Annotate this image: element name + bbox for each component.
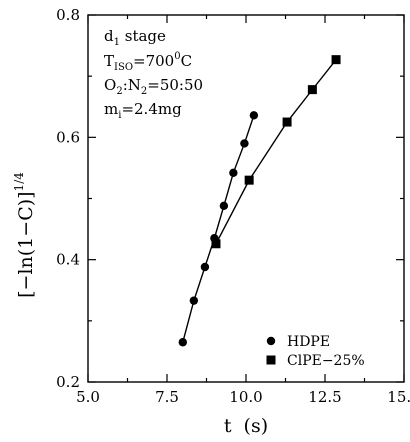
data-point: [189, 296, 199, 305]
data-point: [200, 262, 210, 272]
legend-marker-clpe: [266, 355, 276, 365]
series-1: [211, 55, 341, 249]
annotation-mass: mi=2.4mg: [104, 100, 182, 121]
legend-label-clpe: ClPE−25%: [287, 353, 365, 369]
x-tick-label: 7.5: [155, 388, 179, 406]
data-point: [211, 239, 221, 249]
y-tick-label: 0.4: [56, 251, 80, 269]
legend: HDPE ClPE−25%: [266, 334, 365, 369]
data-point: [249, 111, 259, 120]
legend-marker-hdpe: [266, 336, 276, 346]
annotation-temperature: TISO=7000C: [104, 51, 192, 73]
x-tick-label: 12.5: [308, 388, 341, 406]
y-axis-title-main: [−ln(1−C)]: [15, 191, 37, 297]
series-layer: [178, 55, 341, 347]
plot-frame: [87, 14, 405, 383]
y-axis-title-exponent: 1/4: [12, 172, 26, 192]
y-tick-label: 0.8: [56, 6, 80, 24]
data-point: [331, 55, 341, 65]
y-tick-label: 0.6: [56, 128, 80, 146]
data-point: [282, 117, 292, 127]
x-tick-label: 5.0: [76, 388, 100, 406]
svg-text:[−ln(1−C)]1/4: [−ln(1−C)]1/4: [12, 172, 37, 298]
annotation-atmosphere: O2:N2=50:50: [104, 76, 203, 97]
legend-label-hdpe: HDPE: [287, 334, 330, 350]
series-line-1: [215, 59, 337, 245]
data-point: [229, 168, 238, 178]
y-tick-label: 0.2: [56, 373, 80, 391]
series-0: [178, 111, 259, 347]
x-tick-label: 10.0: [229, 388, 262, 406]
data-point: [178, 338, 187, 347]
data-point: [240, 139, 249, 148]
data-point: [219, 201, 229, 211]
x-tick-label: 15.0: [387, 388, 410, 406]
x-axis-title: t (s): [224, 415, 268, 437]
data-point: [244, 175, 254, 185]
annotation-stage: d1 stage: [104, 27, 166, 48]
axis-ticks: 5.0 7.5 10.0 12.5 15.0 0.2 0.4 0.6 0.8: [56, 6, 410, 406]
y-axis-title: [−ln(1−C)]1/4: [12, 172, 37, 298]
plot-border: [87, 14, 405, 383]
data-point: [307, 85, 317, 95]
series-line-0: [182, 115, 255, 343]
annotation-block: d1 stage TISO=7000C O2:N2=50:50 mi=2.4mg: [104, 27, 203, 121]
